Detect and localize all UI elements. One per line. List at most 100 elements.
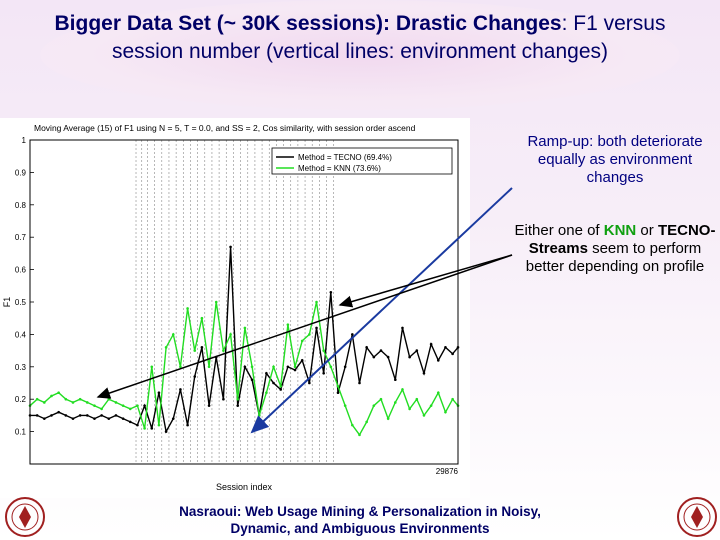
y-tick-label: 0.6 bbox=[15, 266, 27, 275]
data-point-knn bbox=[415, 397, 419, 401]
f1-chart: Moving Average (15) of F1 using N = 5, T… bbox=[2, 123, 460, 492]
data-point-tecno bbox=[272, 381, 275, 385]
data-point-knn bbox=[71, 401, 75, 404]
data-point-knn bbox=[35, 397, 39, 401]
data-point-knn bbox=[222, 349, 225, 352]
data-point-knn bbox=[121, 404, 125, 407]
data-point-knn bbox=[408, 407, 411, 411]
data-point-knn bbox=[300, 339, 304, 343]
data-point-tecno bbox=[415, 349, 419, 352]
plot-frame bbox=[29, 139, 459, 465]
data-point-knn bbox=[286, 323, 290, 326]
data-point-knn bbox=[86, 401, 89, 404]
data-point-knn bbox=[193, 349, 197, 352]
data-point-tecno bbox=[358, 381, 361, 385]
data-point-knn bbox=[422, 414, 426, 417]
y-tick-label: 0.8 bbox=[15, 201, 27, 210]
annotation-ramp-up: Ramp-up: both deteriorate equally as env… bbox=[527, 133, 703, 186]
data-point-knn bbox=[279, 384, 283, 388]
data-point-knn bbox=[379, 397, 383, 401]
data-point-knn bbox=[93, 404, 96, 407]
data-point-tecno bbox=[193, 375, 197, 378]
data-point-knn bbox=[429, 404, 433, 407]
y-tick-label: 0.1 bbox=[15, 428, 27, 437]
data-point-knn bbox=[186, 307, 189, 310]
note2-knn: KNN bbox=[603, 222, 637, 239]
data-point-knn bbox=[308, 333, 311, 336]
slide-footer: Nasraoui: Web Usage Mining & Personaliza… bbox=[179, 504, 541, 536]
data-point-knn bbox=[336, 384, 340, 388]
data-point-knn bbox=[394, 401, 397, 404]
data-point-tecno bbox=[93, 417, 96, 420]
data-point-tecno bbox=[365, 346, 368, 349]
data-point-knn bbox=[243, 326, 247, 330]
data-point-knn bbox=[229, 333, 232, 336]
data-point-tecno bbox=[71, 417, 75, 420]
data-point-knn bbox=[372, 404, 376, 407]
chart-title: Moving Average (15) of F1 using N = 5, T… bbox=[34, 123, 416, 133]
data-point-knn bbox=[386, 417, 390, 420]
y-tick-label: 0.5 bbox=[15, 298, 27, 307]
data-point-tecno bbox=[35, 414, 39, 417]
data-point-tecno bbox=[343, 365, 347, 369]
data-point-knn bbox=[136, 404, 139, 407]
data-point-tecno bbox=[107, 417, 111, 420]
data-point-tecno bbox=[200, 346, 204, 349]
data-point-tecno bbox=[186, 423, 189, 427]
note2-pre: Either one of bbox=[514, 222, 604, 239]
data-point-knn bbox=[343, 404, 347, 407]
y-tick-label: 0.4 bbox=[15, 330, 27, 339]
data-point-knn bbox=[78, 397, 82, 401]
title-band bbox=[40, 0, 680, 110]
data-point-knn bbox=[207, 365, 211, 369]
data-point-knn bbox=[265, 391, 268, 395]
data-point-tecno bbox=[229, 245, 232, 249]
data-point-knn bbox=[293, 365, 297, 369]
slide-title-bold: Bigger Data Set (~ 30K sessions): Drasti… bbox=[54, 12, 562, 35]
university-seal-icon bbox=[5, 497, 45, 537]
data-point-knn bbox=[171, 333, 175, 336]
data-point-knn bbox=[272, 365, 275, 369]
data-point-tecno bbox=[386, 355, 390, 359]
annotation-knn-tecno: Either one of KNN or TECNO-Streams seem … bbox=[512, 222, 718, 276]
data-point-tecno bbox=[171, 417, 175, 420]
data-point-knn bbox=[128, 407, 132, 411]
data-point-tecno bbox=[422, 371, 426, 375]
data-point-knn bbox=[164, 346, 168, 349]
data-point-knn bbox=[257, 414, 261, 417]
data-point-tecno bbox=[179, 388, 182, 391]
data-point-tecno bbox=[329, 290, 333, 294]
data-point-tecno bbox=[250, 378, 254, 382]
data-point-tecno bbox=[86, 414, 89, 417]
legend-entry: Method = KNN (73.6%) bbox=[298, 164, 381, 173]
data-point-tecno bbox=[322, 371, 325, 375]
data-point-tecno bbox=[315, 326, 318, 330]
data-point-knn bbox=[451, 397, 454, 401]
data-point-tecno bbox=[50, 414, 53, 417]
data-point-knn bbox=[43, 401, 46, 404]
data-point-knn bbox=[107, 397, 111, 401]
data-point-tecno bbox=[214, 355, 218, 359]
y-tick-label: 0.3 bbox=[15, 363, 27, 372]
y-tick-label: 0.2 bbox=[15, 395, 27, 404]
slide-title-rest: : F1 versus session number (vertical lin… bbox=[111, 12, 666, 63]
data-point-tecno bbox=[57, 410, 60, 414]
x-tick-label: 29876 bbox=[436, 467, 459, 476]
data-point-knn bbox=[214, 300, 218, 304]
data-point-tecno bbox=[451, 352, 454, 356]
data-point-tecno bbox=[143, 404, 146, 407]
data-point-tecno bbox=[351, 333, 354, 336]
slide-title: Bigger Data Set (~ 30K sessions): Drasti… bbox=[20, 10, 700, 66]
data-point-knn bbox=[358, 433, 361, 437]
data-point-knn bbox=[57, 391, 60, 395]
data-point-tecno bbox=[293, 368, 297, 372]
y-axis-label: F1 bbox=[2, 297, 12, 308]
data-point-tecno bbox=[243, 365, 247, 369]
data-point-tecno bbox=[436, 359, 440, 362]
data-point-knn bbox=[351, 423, 354, 427]
data-point-knn bbox=[179, 365, 182, 369]
data-point-tecno bbox=[394, 378, 397, 382]
data-point-knn bbox=[322, 349, 325, 352]
data-point-tecno bbox=[114, 414, 118, 417]
data-point-knn bbox=[143, 427, 146, 430]
